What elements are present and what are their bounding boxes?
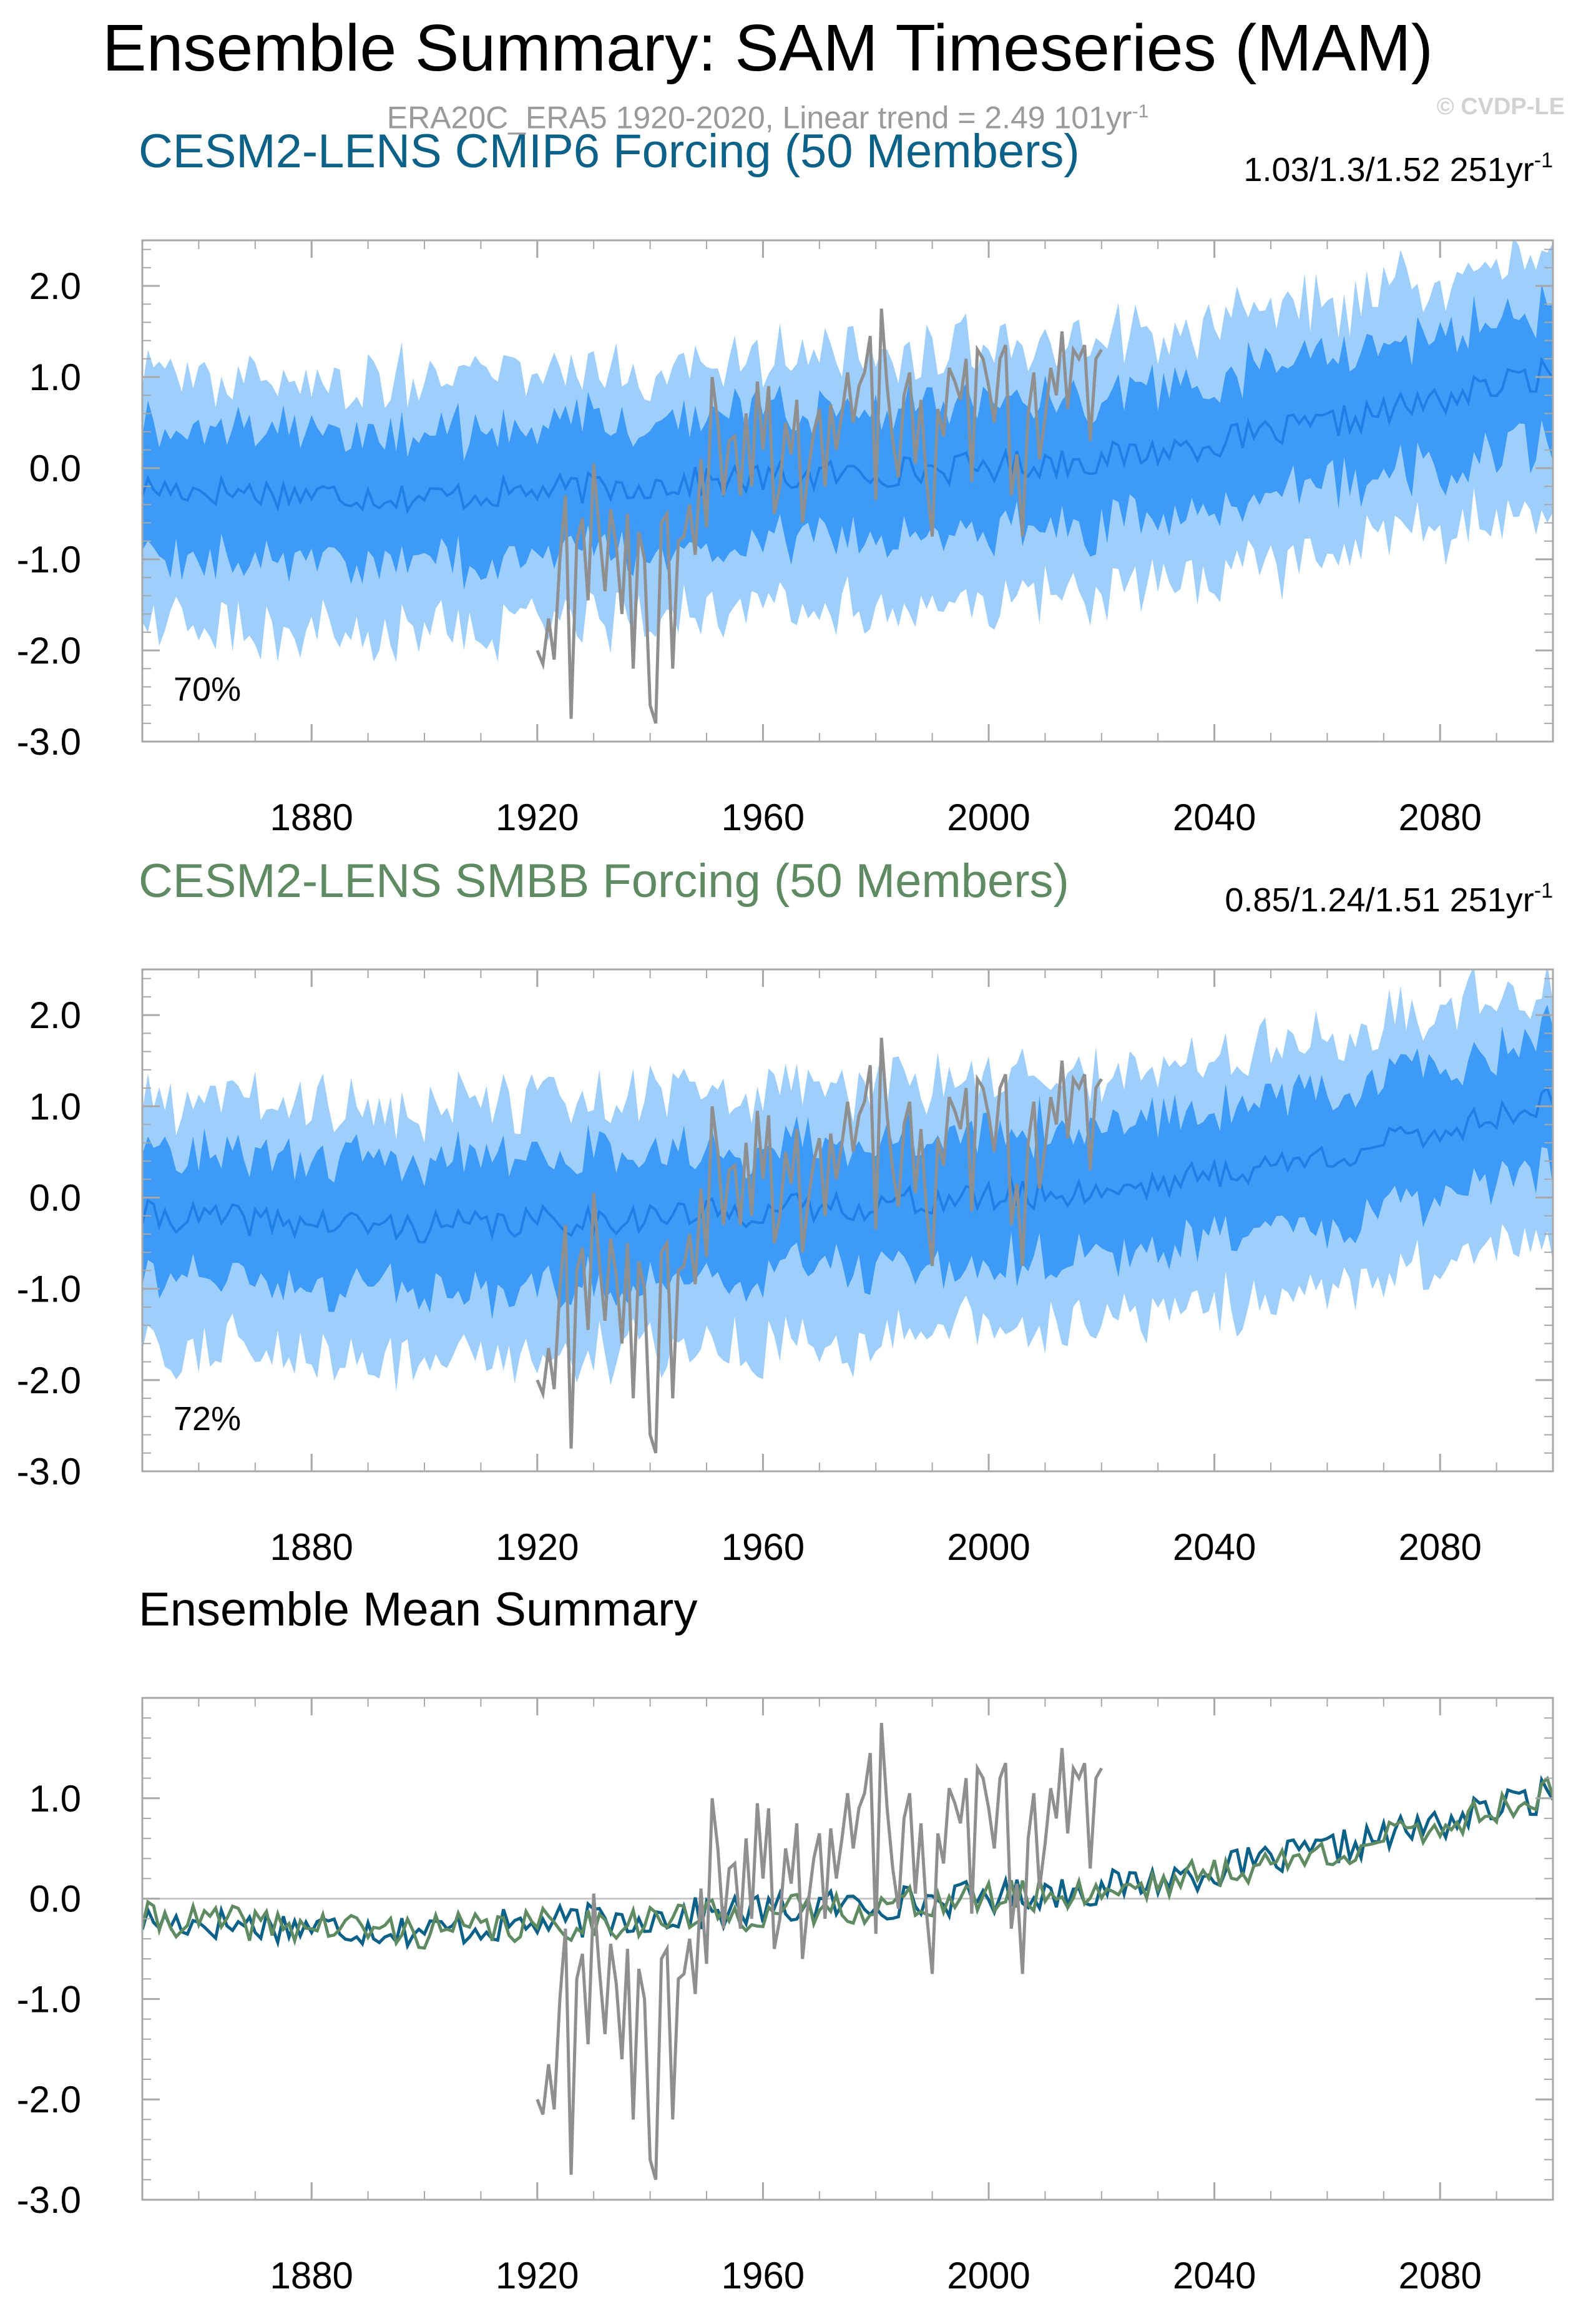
x-tick-label: 1880: [270, 2255, 353, 2297]
series-line-era20c-era5: [536, 1723, 1103, 2180]
y-tick-label: 0.0: [29, 1878, 81, 1920]
y-tick-label: 2.0: [29, 994, 81, 1036]
x-tick-label: 1880: [270, 1526, 353, 1568]
y-tick-label: -1.0: [17, 539, 81, 581]
plot-frame: [141, 968, 1554, 1473]
ensemble-inner-band: [142, 283, 1553, 591]
observation-line: [536, 1037, 1103, 1454]
percent-label: 72%: [174, 1400, 241, 1438]
x-tick-label: 2000: [947, 1526, 1030, 1568]
x-tick-label: 2040: [1173, 2255, 1256, 2297]
panel-title: CESM2-LENS CMIP6 Forcing (50 Members): [139, 125, 1080, 178]
y-tick-label: -2.0: [17, 1360, 81, 1401]
panel-stat: 1.03/1.3/1.52 251yr-1: [1243, 149, 1553, 189]
panel-smbb: CESM2-LENS SMBB Forcing (50 Members) 0.85…: [17, 855, 1554, 1568]
plot-frame: [141, 1697, 1554, 2201]
x-tick-label: 1960: [722, 797, 805, 838]
y-tick-label: -2.0: [17, 2079, 81, 2120]
obs-subtitle-text: ERA20C_ERA5 1920-2020, Linear trend = 2.…: [386, 100, 1132, 135]
y-tick-label: -1.0: [17, 1978, 81, 2020]
x-tick-label: 1960: [722, 2255, 805, 2297]
panel-stat-value: 1.03/1.3/1.52 251yr: [1243, 151, 1534, 189]
x-tick-label: 2040: [1173, 1526, 1256, 1568]
y-tick-label: 1.0: [29, 1778, 81, 1820]
x-tick-label: 2000: [947, 2255, 1030, 2297]
x-tick-label: 2080: [1398, 2255, 1481, 2297]
plot-area: [142, 969, 1553, 1454]
x-tick-label: 1920: [496, 2255, 579, 2297]
y-tick-label: -2.0: [17, 630, 81, 672]
y-tick-label: 0.0: [29, 1177, 81, 1218]
panel-stat-exponent: -1: [1534, 149, 1553, 172]
x-tick-label: 2040: [1173, 797, 1256, 838]
plot-area: [142, 1723, 1553, 2180]
y-tick-label: 2.0: [29, 265, 81, 307]
obs-subtitle-exponent: -1: [1132, 101, 1149, 122]
panel-cmip6: CESM2-LENS CMIP6 Forcing (50 Members) 1.0…: [17, 125, 1554, 838]
x-tick-label: 2080: [1398, 1526, 1481, 1568]
x-tick-label: 2000: [947, 797, 1030, 838]
series-line-cesm2-lens-cmip6-forcing: [142, 1775, 1553, 1951]
ensemble-inner-band: [142, 1004, 1553, 1320]
panel-stat-exponent: -1: [1534, 879, 1553, 903]
panel-title: CESM2-LENS SMBB Forcing (50 Members): [139, 855, 1069, 908]
percent-label: 70%: [174, 670, 241, 708]
x-tick-label: 1920: [496, 797, 579, 838]
x-tick-label: 1920: [496, 1526, 579, 1568]
y-tick-label: 0.0: [29, 448, 81, 489]
plot-frame: [141, 239, 1554, 743]
obs-subtitle: ERA20C_ERA5 1920-2020, Linear trend = 2.…: [0, 92, 1535, 137]
panel-title: Ensemble Mean Summary: [139, 1583, 697, 1636]
main-title: Ensemble Summary: SAM Timeseries (MAM): [102, 11, 1434, 85]
y-tick-label: -3.0: [17, 2179, 81, 2221]
watermark: © CVDP-LE: [1436, 94, 1565, 120]
x-tick-label: 1880: [270, 797, 353, 838]
y-tick-label: -3.0: [17, 721, 81, 763]
panel-stat: 0.85/1.24/1.51 251yr-1: [1225, 879, 1553, 919]
x-tick-label: 2080: [1398, 797, 1481, 838]
plot-area: [142, 240, 1553, 724]
y-tick-label: -1.0: [17, 1268, 81, 1310]
x-tick-label: 1960: [722, 1526, 805, 1568]
y-tick-label: -3.0: [17, 1451, 81, 1493]
y-tick-label: 1.0: [29, 1086, 81, 1127]
ensemble-mean-line: [142, 356, 1553, 514]
y-tick-label: 1.0: [29, 356, 81, 398]
ensemble-mean-line: [142, 1086, 1553, 1244]
panel-stat-value: 0.85/1.24/1.51 251yr: [1225, 881, 1534, 919]
observation-line: [536, 308, 1103, 724]
panel-ensemble-mean: Ensemble Mean Summary 1.0 0.0 -1.0 -2.0 -3.0 1…: [17, 1583, 1554, 2297]
series-line-cesm2-lens-smbb-forcing: [142, 1775, 1553, 1950]
